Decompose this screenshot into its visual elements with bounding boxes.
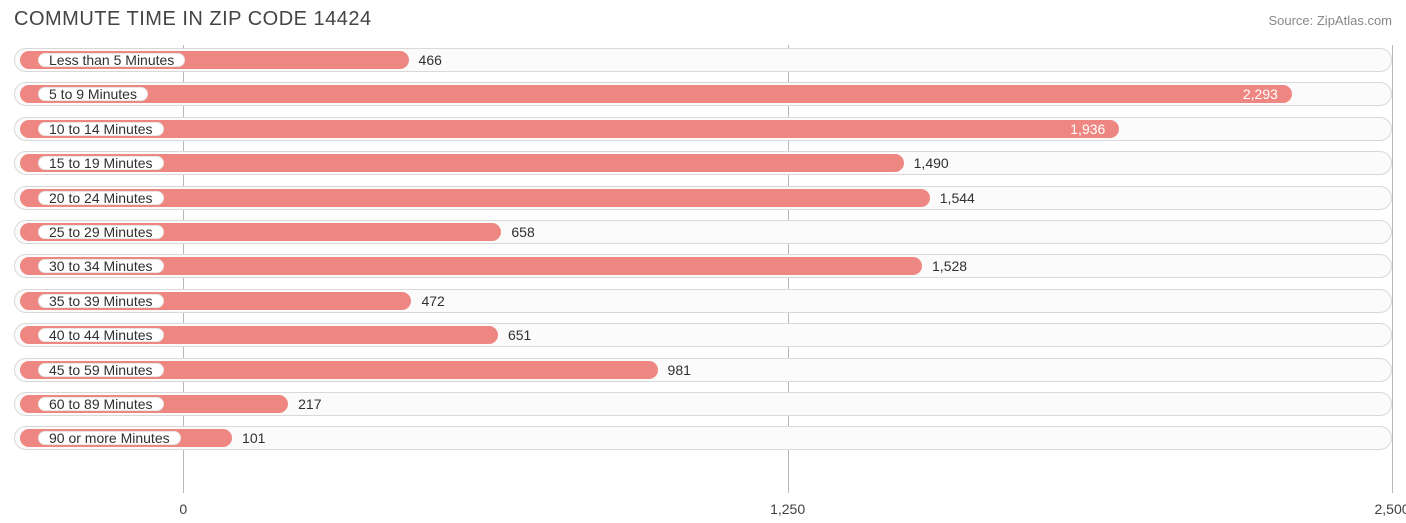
category-label: 35 to 39 Minutes [38,294,164,308]
category-label: Less than 5 Minutes [38,53,185,67]
value-label: 466 [419,52,442,68]
bar-row: 101 90 or more Minutes [14,423,1392,453]
category-label: 45 to 59 Minutes [38,363,164,377]
value-label: 2,293 [1243,86,1278,102]
bar-row: 466 Less than 5 Minutes [14,45,1392,75]
category-label: 15 to 19 Minutes [38,156,164,170]
value-label: 217 [298,396,321,412]
chart-title: COMMUTE TIME IN ZIP CODE 14424 [14,8,372,31]
plot-area: 466 Less than 5 Minutes 2,293 5 to 9 Minute… [14,45,1392,493]
value-label: 658 [511,224,534,240]
value-label: 1,936 [1070,121,1105,137]
category-label: 40 to 44 Minutes [38,328,164,342]
bar-row: 1,490 15 to 19 Minutes [14,148,1392,178]
chart-header: COMMUTE TIME IN ZIP CODE 14424 Source: Z… [14,8,1392,31]
tick-label: 0 [179,501,187,517]
bar-row: 658 25 to 29 Minutes [14,217,1392,247]
gridline [1392,45,1393,493]
category-label: 10 to 14 Minutes [38,122,164,136]
value-label: 1,490 [914,155,949,171]
value-label: 472 [421,293,444,309]
bar [20,85,1292,103]
chart-container: COMMUTE TIME IN ZIP CODE 14424 Source: Z… [0,0,1406,522]
tick-label: 2,500 [1374,501,1406,517]
value-label: 101 [242,430,265,446]
x-axis: 01,2502,500 [14,495,1392,523]
value-label: 1,528 [932,258,967,274]
bar-row: 1,936 10 to 14 Minutes [14,114,1392,144]
category-label: 60 to 89 Minutes [38,397,164,411]
category-label: 5 to 9 Minutes [38,87,148,101]
category-label: 90 or more Minutes [38,431,181,445]
value-label: 1,544 [940,190,975,206]
category-label: 30 to 34 Minutes [38,259,164,273]
bar-row: 217 60 to 89 Minutes [14,389,1392,419]
bar [20,120,1119,138]
category-label: 20 to 24 Minutes [38,191,164,205]
value-label: 981 [668,362,691,378]
bar-row: 472 35 to 39 Minutes [14,286,1392,316]
bar-row: 2,293 5 to 9 Minutes [14,79,1392,109]
value-label: 651 [508,327,531,343]
chart-source: Source: ZipAtlas.com [1268,13,1392,28]
tick-label: 1,250 [770,501,805,517]
bar-row: 1,544 20 to 24 Minutes [14,183,1392,213]
category-label: 25 to 29 Minutes [38,225,164,239]
bar-row: 651 40 to 44 Minutes [14,320,1392,350]
bar-row: 981 45 to 59 Minutes [14,355,1392,385]
bar-row: 1,528 30 to 34 Minutes [14,251,1392,281]
